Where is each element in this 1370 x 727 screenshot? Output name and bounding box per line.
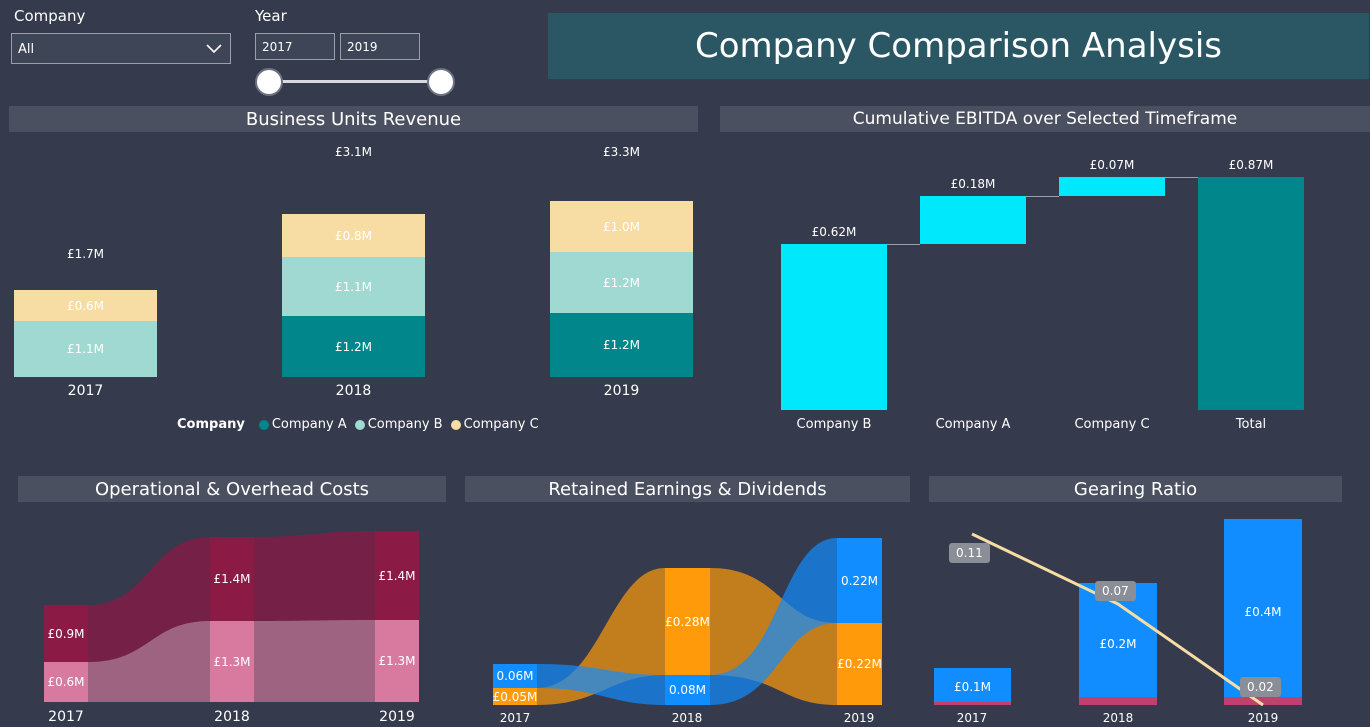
- revenue-2019-company-b[interactable]: £1.2M: [550, 252, 693, 313]
- company-filter-label: Company: [14, 7, 86, 25]
- ebitda-axis-company-a: Company A: [935, 417, 1011, 432]
- revenue-total-2019: £3.3M: [602, 145, 641, 159]
- retained-2017-orange[interactable]: £0.05M: [492, 688, 538, 705]
- gearing-bar-base-2017: [934, 702, 1011, 705]
- year-slider-start-handle[interactable]: [255, 68, 283, 96]
- gearing-axis-2019: 2019: [1247, 711, 1279, 725]
- gearing-bar-2017[interactable]: £0.1M: [934, 668, 1011, 705]
- costs-2018-bottom[interactable]: £1.3M: [210, 621, 254, 702]
- costs-axis-2019: 2019: [379, 709, 415, 725]
- costs-2019-bottom[interactable]: £1.3M: [375, 620, 419, 702]
- revenue-axis-2017: 2017: [67, 383, 104, 399]
- revenue-legend: Company Company A Company B Company C: [177, 417, 547, 432]
- year-slider-track[interactable]: [268, 80, 440, 83]
- gearing-bar-base-2019: [1224, 697, 1302, 705]
- legend-dot-icon: [450, 419, 461, 430]
- ebitda-bar-company-a[interactable]: [920, 196, 1026, 244]
- ebitda-axis-company-b: Company B: [796, 417, 872, 432]
- year-from-input[interactable]: 2017: [255, 33, 335, 60]
- costs-panel-title: Operational & Overhead Costs: [18, 476, 446, 502]
- gearing-bar-base-2018: [1079, 697, 1157, 705]
- legend-dot-icon: [258, 419, 269, 430]
- legend-item-company-b[interactable]: Company B: [354, 417, 443, 432]
- year-to-input[interactable]: 2019: [340, 33, 420, 60]
- costs-2017-top[interactable]: £0.9M: [44, 605, 88, 662]
- gearing-bar-2019[interactable]: £0.4M: [1224, 519, 1302, 705]
- retained-panel-title: Retained Earnings & Dividends: [465, 476, 910, 502]
- ebitda-axis-total: Total: [1235, 417, 1267, 432]
- revenue-panel-title: Business Units Revenue: [9, 106, 698, 132]
- legend-title: Company: [177, 417, 245, 432]
- legend-item-company-a[interactable]: Company A: [258, 417, 347, 432]
- gearing-ratio-label-2019: 0.02: [1240, 677, 1281, 697]
- ebitda-connector: [1165, 177, 1198, 178]
- retained-axis-2018: 2018: [671, 711, 703, 725]
- costs-2019-top[interactable]: £1.4M: [375, 531, 419, 620]
- ebitda-label-company-a: £0.18M: [950, 177, 996, 191]
- legend-label: Company B: [367, 417, 443, 432]
- year-slider-end-handle[interactable]: [427, 68, 455, 96]
- legend-label: Company A: [271, 417, 347, 432]
- ebitda-bar-company-c[interactable]: [1059, 177, 1165, 196]
- revenue-total-2018: £3.1M: [334, 145, 373, 159]
- revenue-2018-company-a[interactable]: £1.2M: [282, 316, 425, 377]
- revenue-2017-company-b[interactable]: £1.1M: [14, 321, 157, 377]
- ebitda-axis-company-c: Company C: [1074, 417, 1150, 432]
- legend-label: Company C: [463, 417, 539, 432]
- gearing-ratio-label-2018: 0.07: [1095, 581, 1136, 601]
- ebitda-bar-company-b[interactable]: [781, 244, 887, 410]
- ebitda-label-company-b: £0.62M: [811, 225, 857, 239]
- gearing-axis-2017: 2017: [956, 711, 988, 725]
- year-filter-label: Year: [255, 7, 287, 25]
- gearing-ratio-label-2017: 0.11: [949, 543, 990, 563]
- company-dropdown-value: All: [18, 42, 35, 57]
- revenue-axis-2018: 2018: [335, 383, 372, 399]
- costs-2017-bottom[interactable]: £0.6M: [44, 662, 88, 702]
- costs-axis-2017: 2017: [48, 709, 84, 725]
- gearing-axis-2018: 2018: [1102, 711, 1134, 725]
- gearing-line: [971, 532, 1264, 707]
- ebitda-connector: [887, 244, 920, 245]
- ebitda-panel-title: Cumulative EBITDA over Selected Timefram…: [720, 106, 1370, 132]
- ebitda-label-total: £0.87M: [1228, 158, 1274, 172]
- retained-axis-2019: 2019: [843, 711, 875, 725]
- chevron-down-icon: [204, 38, 224, 62]
- costs-axis-2018: 2018: [214, 709, 250, 725]
- gearing-panel-title: Gearing Ratio: [929, 476, 1342, 502]
- retained-2019-orange[interactable]: £0.22M: [837, 623, 882, 705]
- costs-2018-top[interactable]: £1.4M: [210, 537, 254, 621]
- retained-2017-blue[interactable]: 0.06M: [493, 664, 537, 688]
- retained-2018-orange[interactable]: £0.28M: [665, 568, 710, 675]
- ebitda-label-company-c: £0.07M: [1089, 158, 1135, 172]
- revenue-2017-company-c[interactable]: £0.6M: [14, 290, 157, 321]
- revenue-2019-company-c[interactable]: £1.0M: [550, 201, 693, 252]
- company-dropdown[interactable]: All: [11, 33, 231, 64]
- legend-dot-icon: [354, 419, 365, 430]
- retained-ribbon-blue: [537, 538, 837, 705]
- revenue-2019-company-a[interactable]: £1.2M: [550, 313, 693, 377]
- retained-2018-blue[interactable]: 0.08M: [665, 675, 710, 705]
- revenue-2018-company-b[interactable]: £1.1M: [282, 257, 425, 316]
- retained-2019-blue[interactable]: 0.22M: [837, 538, 882, 623]
- retained-axis-2017: 2017: [499, 711, 531, 725]
- revenue-2018-company-c[interactable]: £0.8M: [282, 214, 425, 257]
- revenue-axis-2019: 2019: [603, 383, 640, 399]
- dashboard-title: Company Comparison Analysis: [548, 13, 1369, 79]
- legend-item-company-c[interactable]: Company C: [450, 417, 539, 432]
- ebitda-bar-total[interactable]: [1198, 177, 1304, 410]
- ebitda-connector: [1026, 196, 1059, 197]
- revenue-total-2017: £1.7M: [66, 247, 105, 261]
